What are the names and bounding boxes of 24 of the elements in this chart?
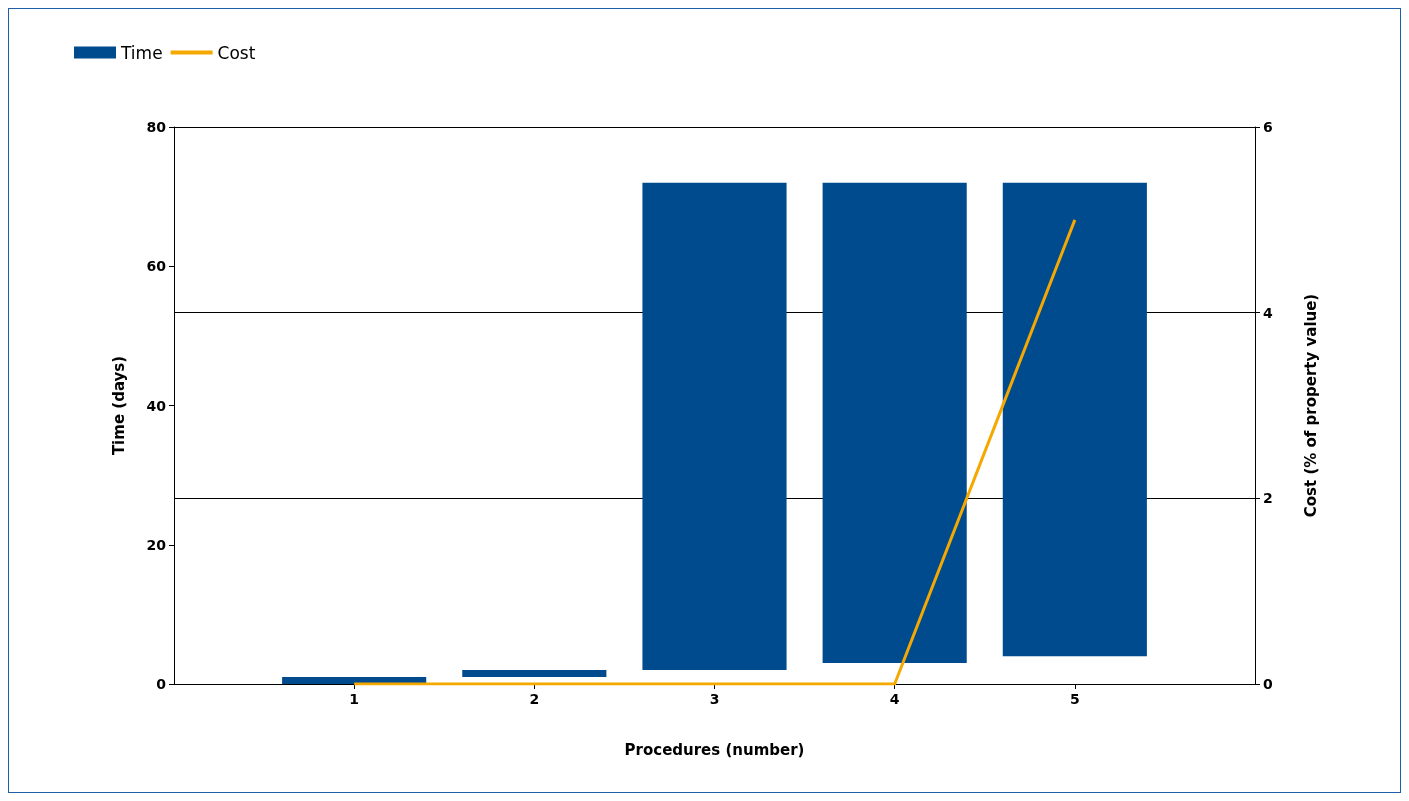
legend-label: Time bbox=[120, 42, 163, 63]
y-tick-label: 80 bbox=[146, 119, 167, 135]
legend-label: Cost bbox=[217, 42, 256, 63]
y2-tick-label: 2 bbox=[1263, 490, 1273, 507]
x-tick-label: 4 bbox=[889, 691, 900, 707]
x-tick-label: 2 bbox=[529, 691, 540, 707]
bar bbox=[822, 182, 967, 664]
bar bbox=[282, 677, 427, 684]
y2-axis-title: Cost (% of property value) bbox=[1301, 293, 1320, 518]
bar bbox=[1002, 182, 1147, 657]
x-axis-title: Procedures (number) bbox=[624, 740, 805, 759]
y-tick-label: 20 bbox=[146, 536, 167, 553]
bar bbox=[642, 182, 787, 671]
y-tick-label: 0 bbox=[156, 676, 167, 692]
y-tick-label: 60 bbox=[146, 258, 167, 275]
bar bbox=[462, 670, 607, 678]
x-tick-label: 5 bbox=[1069, 691, 1080, 707]
x-tick-label: 3 bbox=[709, 691, 720, 707]
y2-tick-label: 6 bbox=[1263, 119, 1273, 135]
y-axis-title: Time (days) bbox=[109, 355, 128, 456]
y2-tick-label: 4 bbox=[1263, 304, 1273, 321]
x-tick-label: 1 bbox=[349, 691, 360, 707]
y-tick-label: 40 bbox=[146, 397, 167, 414]
y2-tick-label: 0 bbox=[1263, 676, 1273, 692]
